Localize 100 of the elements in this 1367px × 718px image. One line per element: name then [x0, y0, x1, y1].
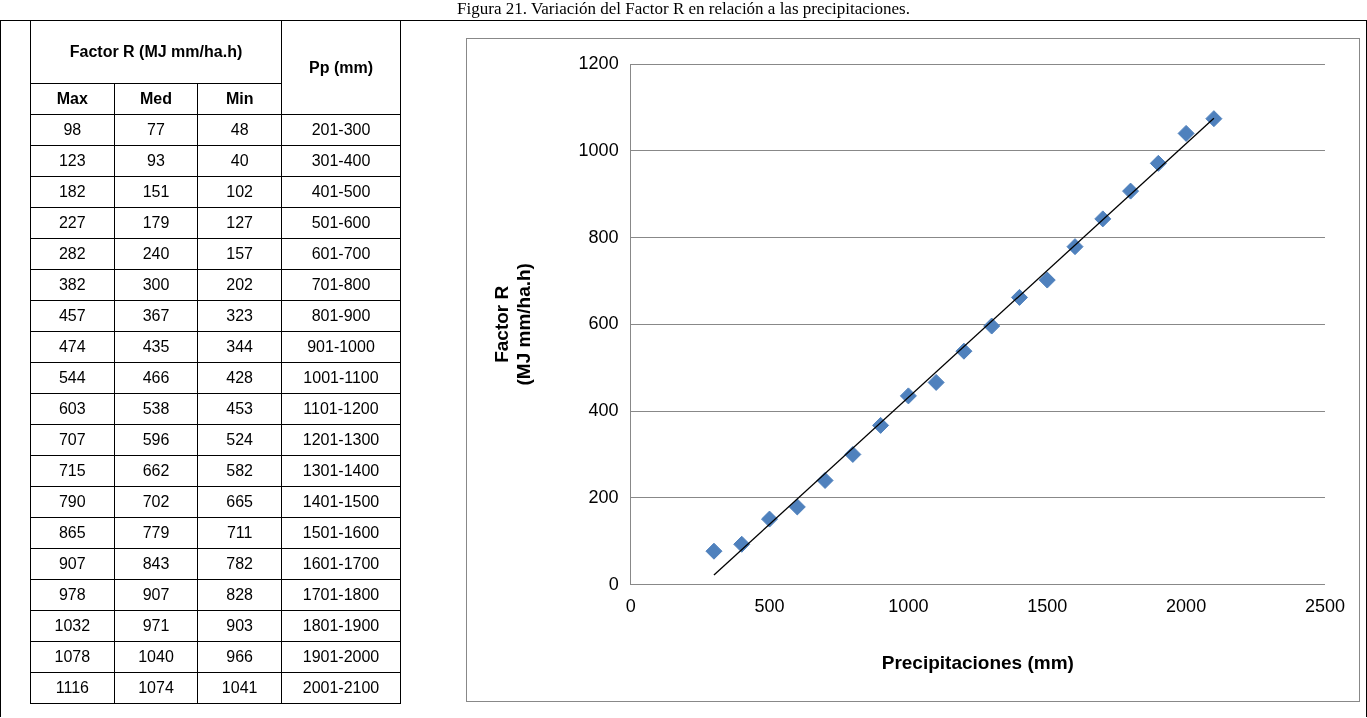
text: Min: [197, 83, 282, 115]
category-label: 501-600: [281, 207, 401, 239]
data-label: 702: [114, 486, 198, 518]
data-label: 1116: [30, 672, 115, 704]
x-tick-label: 1000: [888, 596, 929, 617]
data-label: 662: [114, 455, 198, 487]
data-label: 98: [30, 114, 115, 146]
category-label: 1601-1700: [281, 548, 401, 580]
data-label: 665: [197, 486, 282, 518]
category-label: 1001-1100: [281, 362, 401, 394]
data-label: 865: [30, 517, 115, 549]
data-label: 127: [197, 207, 282, 239]
data-label: 77: [114, 114, 198, 146]
data-label: 711: [197, 517, 282, 549]
data-label: 538: [114, 393, 198, 425]
point: [1205, 110, 1223, 128]
x-tick-label: 2000: [1166, 596, 1207, 617]
y-tick-label: 0: [608, 573, 619, 594]
data-label: 971: [114, 610, 198, 642]
point: [1177, 124, 1195, 142]
data-label: 843: [114, 548, 198, 580]
text: Figura 21. Variación del Factor R en relación a las precipitaciones.: [456, 0, 911, 18]
data-label: 779: [114, 517, 198, 549]
category-label: 401-500: [281, 176, 401, 208]
data-label: 907: [114, 579, 198, 611]
data-label: 323: [197, 300, 282, 332]
category-label: 601-700: [281, 238, 401, 270]
category-label: 1801-1900: [281, 610, 401, 642]
data-label: 453: [197, 393, 282, 425]
category-label: 1901-2000: [281, 641, 401, 673]
x-axis-title: Precipitaciones (mm): [881, 651, 1074, 673]
y-tick-label: 1000: [578, 139, 619, 160]
data-label: 1040: [114, 641, 198, 673]
data-label: 344: [197, 331, 282, 363]
category-label: 301-400: [281, 145, 401, 177]
data-label: 903: [197, 610, 282, 642]
text: Max: [30, 83, 115, 115]
category-label: 701-800: [281, 269, 401, 301]
y-tick-label: 400: [588, 400, 619, 421]
data-label: 202: [197, 269, 282, 301]
category-label: 1101-1200: [281, 393, 401, 425]
data-label: 93: [114, 145, 198, 177]
data-label: 596: [114, 424, 198, 456]
category-label: 1401-1500: [281, 486, 401, 518]
data-label: 1074: [114, 672, 198, 704]
data-label: 524: [197, 424, 282, 456]
data-label: 474: [30, 331, 115, 363]
data-label: 782: [197, 548, 282, 580]
data-label: 282: [30, 238, 115, 270]
category-label: 1301-1400: [281, 455, 401, 487]
data-label: 382: [30, 269, 115, 301]
data-label: 102: [197, 176, 282, 208]
data-label: 1032: [30, 610, 115, 642]
data-label: 715: [30, 455, 115, 487]
category-label: 201-300: [281, 114, 401, 146]
category-label: 1701-1800: [281, 579, 401, 611]
data-label: 1078: [30, 641, 115, 673]
data-label: 435: [114, 331, 198, 363]
data-label: 603: [30, 393, 115, 425]
x-tick-label: 0: [625, 596, 636, 617]
data-label: 227: [30, 207, 115, 239]
text: Med: [114, 83, 198, 115]
data-label: 300: [114, 269, 198, 301]
data-label: 828: [197, 579, 282, 611]
data-label: 966: [197, 641, 282, 673]
data-label: 179: [114, 207, 198, 239]
data-label: 40: [197, 145, 282, 177]
x-tick-label: 2500: [1304, 596, 1345, 617]
data-label: 582: [197, 455, 282, 487]
data-label: 466: [114, 362, 198, 394]
data-label: 182: [30, 176, 115, 208]
y-axis-title: Factor R (MJ mm/ha.h): [490, 263, 535, 386]
point: [927, 373, 945, 391]
data-label: 907: [30, 548, 115, 580]
data-label: 151: [114, 176, 198, 208]
data-label: 707: [30, 424, 115, 456]
data-label: 457: [30, 300, 115, 332]
category-label: 2001-2100: [281, 672, 401, 704]
point: [1038, 271, 1056, 289]
data-label: 123: [30, 145, 115, 177]
y-tick-label: 800: [588, 226, 619, 247]
y-tick-label: 200: [588, 486, 619, 507]
y-tick-label: 600: [588, 313, 619, 334]
y-tick-label: 1200: [578, 52, 619, 73]
data-label: 367: [114, 300, 198, 332]
text: Factor R (MJ mm/ha.h): [30, 20, 282, 84]
data-label: 240: [114, 238, 198, 270]
category-label: 901-1000: [281, 331, 401, 363]
category-label: 1201-1300: [281, 424, 401, 456]
category-label: 801-900: [281, 300, 401, 332]
point: [788, 498, 806, 516]
x-tick-label: 1500: [1027, 596, 1068, 617]
data-label: 428: [197, 362, 282, 394]
data-label: 544: [30, 362, 115, 394]
point: [705, 542, 723, 560]
data-label: 790: [30, 486, 115, 518]
x-tick-label: 500: [754, 596, 785, 617]
data-label: 978: [30, 579, 115, 611]
data-label: 157: [197, 238, 282, 270]
data-label: 48: [197, 114, 282, 146]
